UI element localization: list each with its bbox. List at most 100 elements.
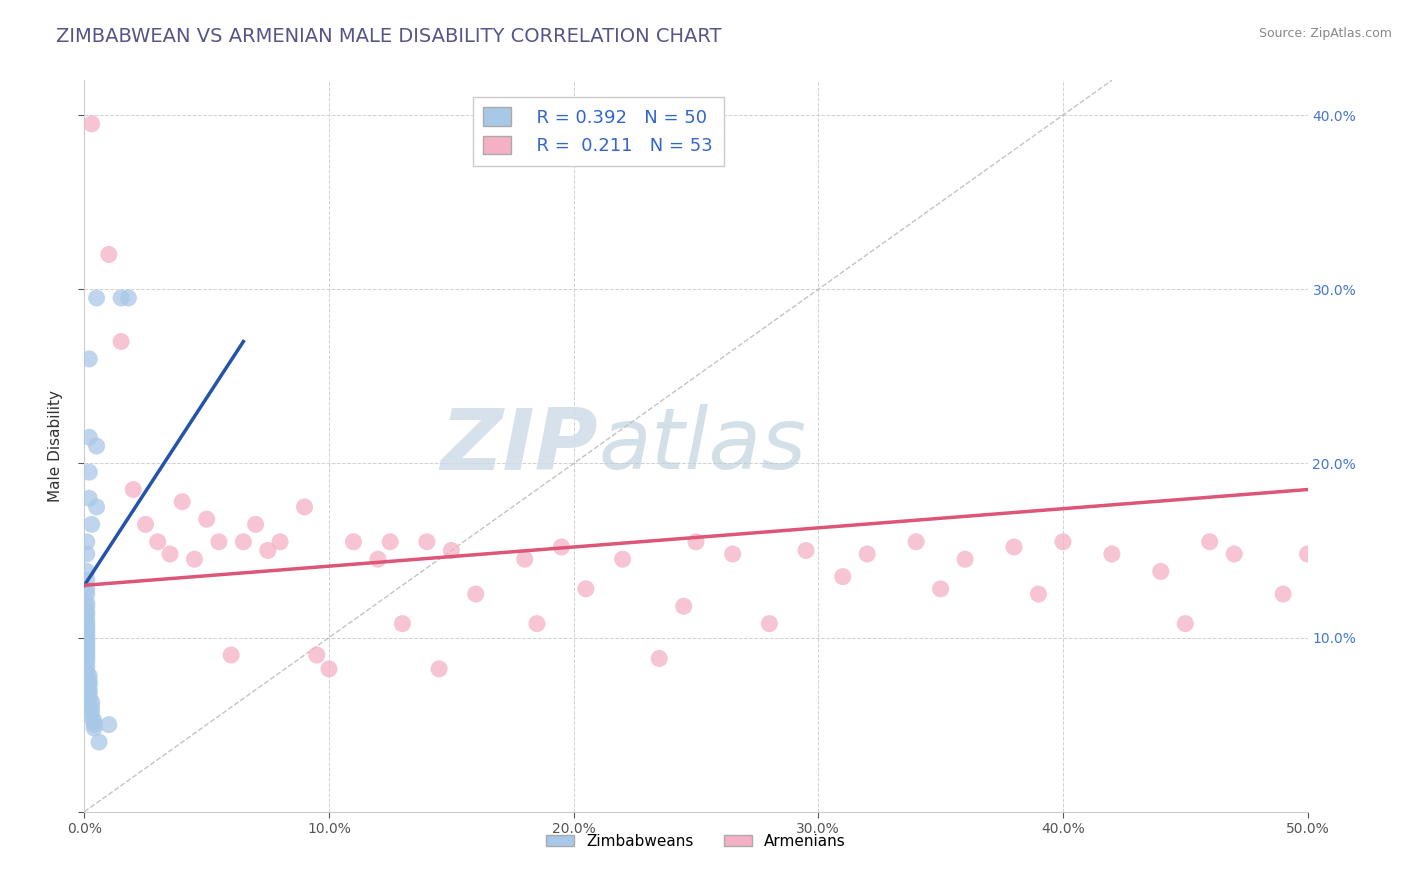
Point: [76, 587, 98, 601]
Point: [513, 552, 536, 566]
Point: [77, 674, 100, 689]
Point: [76, 582, 98, 596]
Point: [76, 596, 98, 610]
Point: [318, 662, 340, 676]
Point: [77, 430, 100, 444]
Y-axis label: Male Disability: Male Disability: [48, 390, 63, 502]
Point: [135, 517, 157, 532]
Point: [1198, 534, 1220, 549]
Point: [80, 711, 103, 725]
Point: [76, 631, 98, 645]
Text: atlas: atlas: [598, 404, 806, 488]
Point: [122, 483, 145, 497]
Point: [1223, 547, 1246, 561]
Text: ZIMBABWEAN VS ARMENIAN MALE DISABILITY CORRELATION CHART: ZIMBABWEAN VS ARMENIAN MALE DISABILITY C…: [56, 27, 721, 45]
Point: [97, 247, 120, 261]
Point: [856, 547, 879, 561]
Legend: Zimbabweans, Armenians: Zimbabweans, Armenians: [540, 828, 852, 855]
Point: [219, 648, 242, 662]
Point: [76, 640, 98, 655]
Point: [953, 552, 976, 566]
Point: [86, 500, 108, 514]
Point: [117, 291, 139, 305]
Point: [905, 534, 928, 549]
Point: [86, 291, 108, 305]
Point: [245, 517, 267, 532]
Point: [464, 587, 486, 601]
Point: [1272, 587, 1295, 601]
Point: [77, 682, 100, 697]
Point: [146, 534, 169, 549]
Point: [672, 599, 695, 614]
Point: [76, 616, 98, 631]
Point: [183, 552, 205, 566]
Point: [758, 616, 780, 631]
Point: [77, 465, 100, 479]
Point: [76, 648, 98, 662]
Point: [257, 543, 280, 558]
Point: [80, 117, 103, 131]
Point: [76, 573, 98, 587]
Point: [76, 613, 98, 627]
Point: [86, 439, 108, 453]
Point: [1002, 540, 1025, 554]
Point: [1296, 547, 1319, 561]
Point: [76, 627, 98, 641]
Point: [76, 665, 98, 680]
Point: [1028, 587, 1050, 601]
Point: [342, 534, 364, 549]
Point: [172, 494, 194, 508]
Point: [929, 582, 952, 596]
Point: [440, 543, 463, 558]
Point: [1150, 565, 1173, 579]
Point: [269, 534, 291, 549]
Point: [83, 714, 105, 728]
Point: [794, 543, 817, 558]
Point: [77, 669, 100, 683]
Point: [159, 547, 181, 561]
Point: [76, 624, 98, 638]
Point: [391, 616, 413, 631]
Point: [77, 691, 100, 706]
Point: [1101, 547, 1123, 561]
Point: [367, 552, 389, 566]
Point: [87, 735, 110, 749]
Point: [80, 695, 103, 709]
Point: [80, 517, 103, 532]
Point: [1052, 534, 1074, 549]
Point: [76, 599, 98, 614]
Point: [232, 534, 254, 549]
Point: [1174, 616, 1197, 631]
Point: [80, 700, 103, 714]
Point: [575, 582, 598, 596]
Point: [76, 547, 98, 561]
Point: [76, 638, 98, 652]
Point: [380, 534, 402, 549]
Point: [612, 552, 634, 566]
Point: [110, 291, 132, 305]
Point: [416, 534, 439, 549]
Point: [831, 569, 853, 583]
Point: [77, 686, 100, 700]
Point: [77, 491, 100, 506]
Point: [83, 717, 105, 731]
Point: [76, 620, 98, 634]
Point: [195, 512, 218, 526]
Point: [110, 334, 132, 349]
Text: ZIP: ZIP: [440, 404, 598, 488]
Point: [294, 500, 316, 514]
Point: [80, 706, 103, 720]
Point: [76, 604, 98, 618]
Point: [76, 607, 98, 622]
Point: [97, 717, 120, 731]
Point: [76, 634, 98, 648]
Point: [305, 648, 328, 662]
Point: [76, 565, 98, 579]
Text: Source: ZipAtlas.com: Source: ZipAtlas.com: [1258, 27, 1392, 40]
Point: [77, 677, 100, 691]
Point: [685, 534, 707, 549]
Point: [76, 534, 98, 549]
Point: [77, 351, 100, 366]
Point: [76, 660, 98, 674]
Point: [427, 662, 450, 676]
